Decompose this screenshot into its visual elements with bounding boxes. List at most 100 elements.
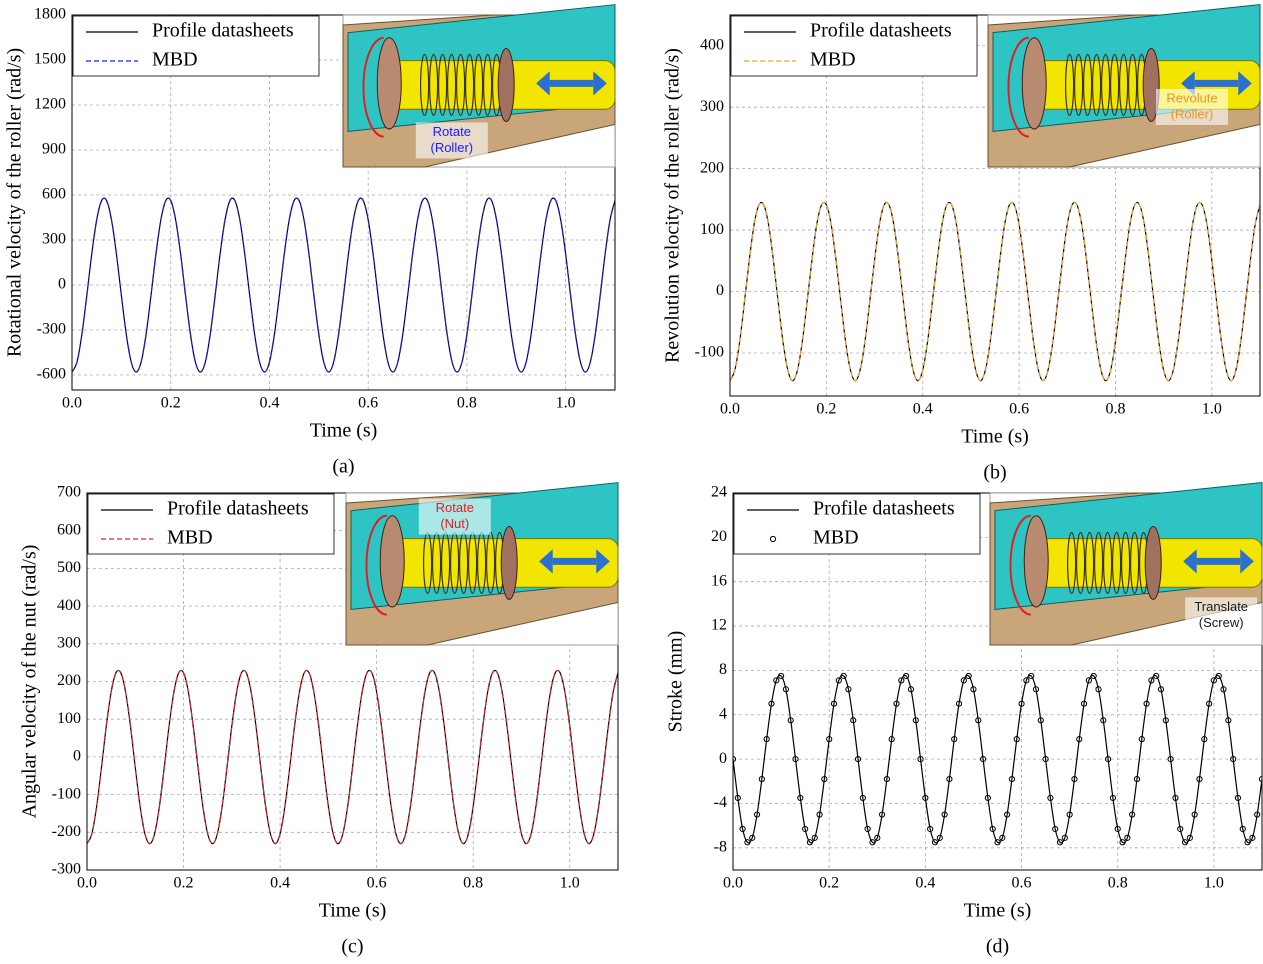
data-point bbox=[1109, 794, 1117, 802]
inset-rot-arrow bbox=[362, 36, 384, 138]
legend-label: Profile datasheets bbox=[167, 498, 309, 520]
x-tick-label: 0.2 bbox=[174, 875, 194, 892]
data-point bbox=[1153, 672, 1160, 680]
inset-thread bbox=[456, 53, 466, 116]
x-axis-label: Time (s) bbox=[310, 420, 378, 442]
data-point bbox=[1124, 834, 1131, 841]
legend-label: MBD bbox=[152, 49, 198, 71]
series-line bbox=[730, 201, 1260, 382]
data-point bbox=[1032, 686, 1040, 693]
inset-flange bbox=[497, 47, 515, 122]
y-tick-label: 16 bbox=[711, 572, 727, 589]
inset-thread bbox=[1100, 53, 1111, 116]
inset-thread bbox=[1091, 53, 1102, 116]
data-point bbox=[845, 686, 852, 693]
data-point bbox=[777, 672, 785, 680]
inset-label: Rotate bbox=[436, 500, 474, 515]
data-point bbox=[883, 775, 890, 783]
data-point bbox=[1191, 811, 1198, 818]
inset-thread bbox=[1102, 531, 1113, 594]
y-tick-label: 1800 bbox=[34, 6, 66, 23]
data-point bbox=[1129, 811, 1136, 818]
data-point bbox=[850, 717, 857, 724]
y-tick-label: -8 bbox=[714, 838, 727, 855]
data-point bbox=[1056, 839, 1064, 846]
data-point bbox=[734, 794, 741, 802]
data-point bbox=[999, 834, 1006, 841]
data-point bbox=[1018, 700, 1025, 707]
data-point bbox=[864, 825, 871, 833]
data-point bbox=[1008, 775, 1016, 783]
inset-thread bbox=[465, 53, 475, 116]
data-point bbox=[1201, 736, 1208, 743]
x-tick-label: 0.6 bbox=[358, 395, 378, 412]
x-tick-label: 0.8 bbox=[463, 875, 483, 892]
panel-label: (b) bbox=[983, 462, 1006, 484]
data-point bbox=[903, 672, 910, 680]
y-tick-label: 0 bbox=[719, 750, 727, 767]
x-tick-label: 1.0 bbox=[560, 875, 580, 892]
data-point bbox=[1234, 794, 1242, 802]
data-point bbox=[1206, 700, 1213, 707]
inset-label: (Nut) bbox=[440, 516, 469, 531]
panel-label: (c) bbox=[341, 936, 363, 958]
inset-flange bbox=[1142, 47, 1160, 122]
inset-label: (Screw) bbox=[1199, 615, 1244, 630]
data-point bbox=[854, 756, 862, 763]
data-point bbox=[1225, 717, 1232, 724]
x-tick-label: 0.4 bbox=[270, 875, 290, 892]
data-point bbox=[893, 700, 900, 707]
data-point bbox=[941, 811, 948, 818]
inset-thread bbox=[474, 53, 484, 116]
data-point bbox=[859, 794, 866, 802]
inset-thread bbox=[420, 53, 430, 116]
inset-arrow-head bbox=[593, 71, 607, 96]
data-point bbox=[898, 677, 905, 684]
plot-area bbox=[730, 201, 1260, 382]
y-tick-label: 0 bbox=[73, 748, 81, 765]
y-tick-label: 0 bbox=[58, 276, 66, 293]
legend-label: MBD bbox=[813, 527, 859, 549]
y-tick-label: -4 bbox=[714, 794, 727, 811]
inset-thread bbox=[1066, 531, 1077, 594]
data-point bbox=[1042, 756, 1049, 763]
data-point bbox=[1105, 756, 1112, 763]
data-point bbox=[1095, 686, 1102, 693]
data-point bbox=[816, 811, 823, 818]
data-point bbox=[1114, 825, 1121, 833]
inset-arrow-head bbox=[596, 549, 610, 574]
data-point bbox=[1023, 677, 1030, 684]
y-tick-label: 1200 bbox=[34, 96, 66, 113]
inset-rot-arrow bbox=[1009, 514, 1031, 616]
data-point bbox=[802, 825, 809, 833]
data-point bbox=[1080, 700, 1088, 707]
data-point bbox=[1239, 825, 1246, 833]
inset-label-bg bbox=[418, 498, 491, 535]
inset-label: (Roller) bbox=[1171, 106, 1214, 121]
data-point bbox=[1181, 839, 1189, 846]
data-point bbox=[840, 672, 847, 680]
panel-label: (d) bbox=[986, 936, 1009, 958]
data-point bbox=[1133, 775, 1141, 783]
data-point bbox=[1162, 717, 1169, 724]
inset-label: (Roller) bbox=[430, 140, 473, 155]
data-point bbox=[1167, 756, 1174, 763]
y-tick-label: 12 bbox=[711, 617, 727, 634]
data-point bbox=[912, 717, 919, 724]
data-point bbox=[1119, 839, 1126, 846]
data-point bbox=[994, 839, 1001, 846]
data-point bbox=[1143, 700, 1150, 707]
data-point bbox=[1249, 834, 1256, 841]
inset-thread bbox=[447, 53, 457, 116]
y-tick-label: 24 bbox=[711, 484, 727, 501]
data-point bbox=[835, 677, 842, 684]
y-tick-label: 200 bbox=[700, 159, 724, 176]
y-tick-label: 900 bbox=[42, 141, 66, 158]
inset-thread bbox=[1127, 53, 1138, 116]
inset-thread bbox=[429, 53, 439, 116]
legend-label: Profile datasheets bbox=[152, 20, 294, 42]
legend-box bbox=[72, 15, 320, 77]
data-point bbox=[989, 825, 996, 833]
data-point bbox=[1210, 677, 1218, 684]
inset-rot-arrow bbox=[1007, 36, 1029, 138]
